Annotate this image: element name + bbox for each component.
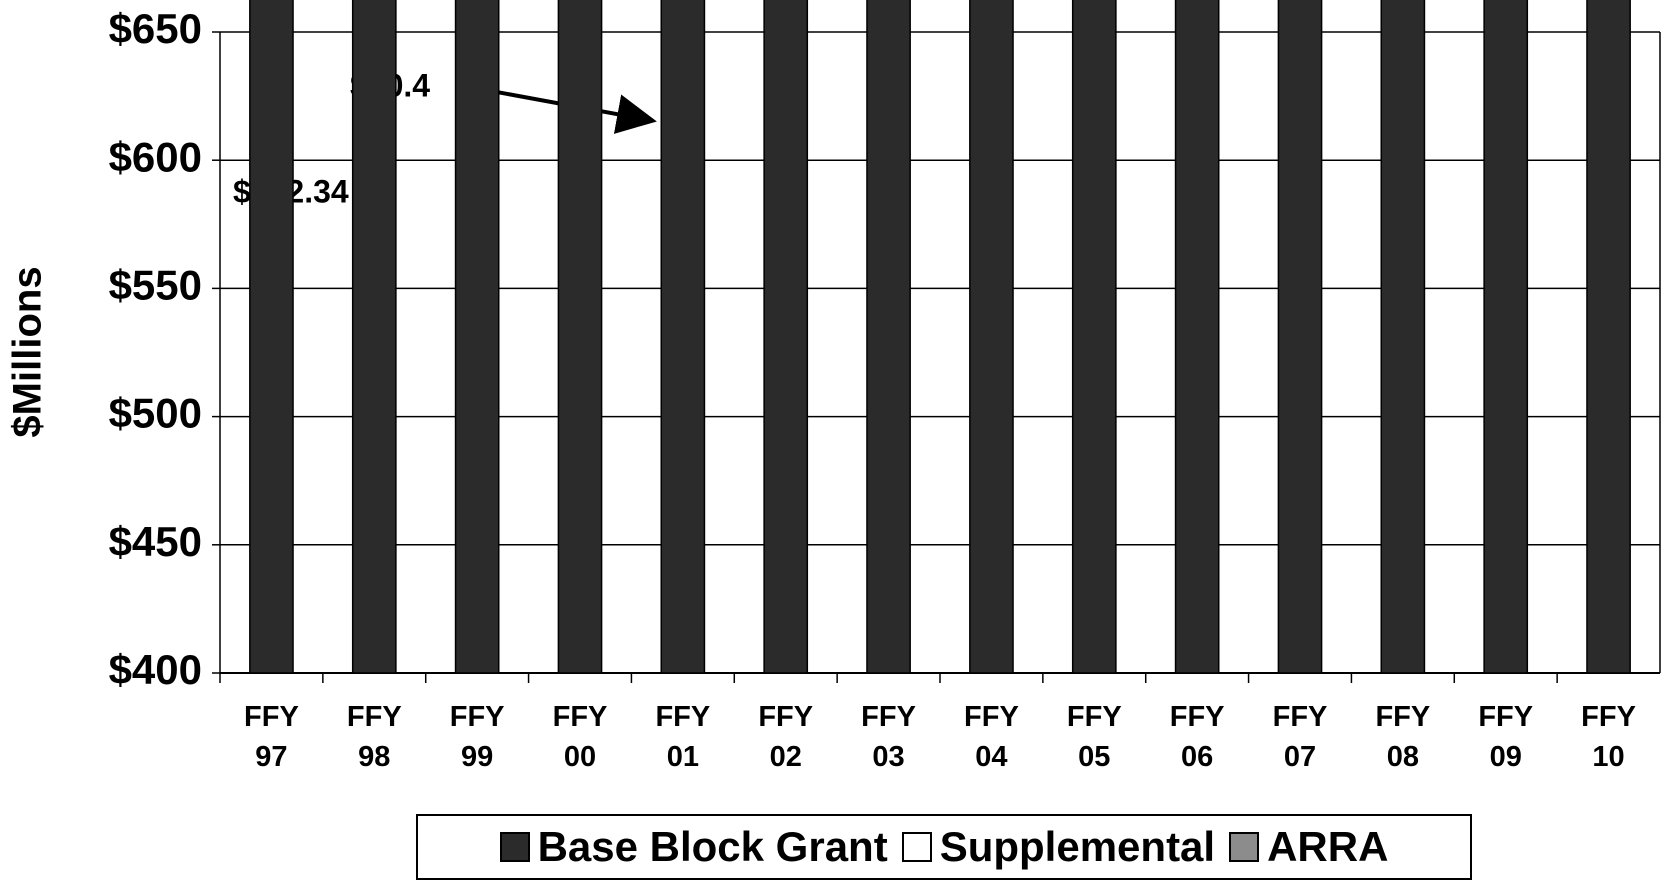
bar-segment xyxy=(1483,0,1529,674)
legend-swatch xyxy=(1229,832,1260,862)
legend-swatch xyxy=(901,832,932,862)
x-tick-label: FFY 97 xyxy=(244,701,299,773)
bar-segment xyxy=(454,0,500,674)
bar-segment xyxy=(1174,0,1220,674)
x-tick-label: FFY 00 xyxy=(552,701,608,773)
bar-segment xyxy=(866,0,911,674)
bar-segment xyxy=(557,0,603,674)
bar-segment xyxy=(660,0,706,674)
x-tick-label: FFY 10 xyxy=(1581,701,1636,773)
x-tick-label: FFY 03 xyxy=(861,701,916,773)
legend-label: Base Block Grant xyxy=(537,823,888,870)
x-tick-label: FFY 06 xyxy=(1169,701,1225,773)
x-tick-label: FFY 08 xyxy=(1375,701,1431,773)
y-tick-label: $650 xyxy=(109,5,202,52)
x-tick-label: FFY 09 xyxy=(1478,701,1534,773)
y-axis-label: $Millions xyxy=(6,266,50,437)
bar-segment xyxy=(1277,0,1323,674)
legend-label: Supplemental xyxy=(939,823,1216,870)
x-tick-label: FFY 98 xyxy=(346,701,402,773)
bar-segment xyxy=(1071,0,1117,674)
legend-label: ARRA xyxy=(1267,823,1389,870)
x-tick-label: FFY 05 xyxy=(1066,701,1122,773)
x-tick-label: FFY 02 xyxy=(758,701,814,773)
legend-entry: ARRA xyxy=(1229,823,1388,871)
legend-entry: Supplemental xyxy=(901,823,1216,871)
bar-segment xyxy=(763,0,809,674)
bar-segment xyxy=(351,0,397,674)
legend: Base Block Grant Supplemental ARRA xyxy=(416,814,1472,880)
y-tick-label: $600 xyxy=(109,133,202,180)
y-tick-label: $450 xyxy=(109,518,202,565)
y-tick-label: $500 xyxy=(109,390,202,437)
legend-swatch xyxy=(499,832,530,862)
legend-entry: Base Block Grant xyxy=(499,823,888,871)
bar-segment xyxy=(969,0,1014,674)
bar-segment xyxy=(1586,0,1631,674)
x-tick-label: FFY 01 xyxy=(655,701,711,773)
bar-segment xyxy=(1380,0,1426,674)
y-tick-label: $400 xyxy=(109,646,202,693)
x-tick-label: FFY 07 xyxy=(1272,701,1328,773)
x-tick-label: FFY 99 xyxy=(449,701,505,773)
bar-segment xyxy=(249,0,294,674)
x-tick-label: FFY 04 xyxy=(964,701,1019,773)
y-tick-label: $550 xyxy=(109,261,202,308)
